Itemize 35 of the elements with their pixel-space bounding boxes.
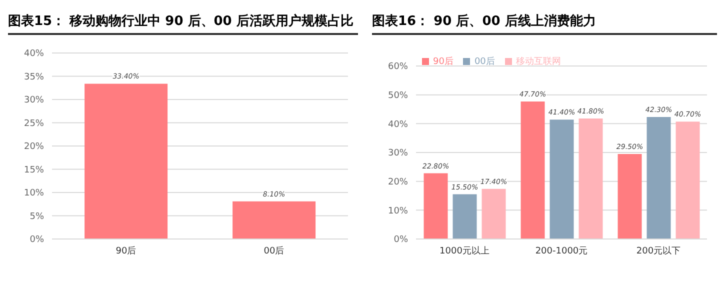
x-tick-label: 90后: [116, 245, 136, 256]
x-tick-label: 1000元以上: [440, 245, 490, 256]
y-tick-label: 15%: [24, 165, 44, 176]
chart-title: 图表16： 90 后、00 后线上消费能力: [372, 8, 717, 35]
bar: [452, 194, 477, 239]
y-tick-label: 30%: [388, 148, 408, 159]
legend-label: 00后: [474, 57, 495, 67]
y-tick-label: 40%: [24, 49, 44, 60]
legend-label: 移动互联网: [516, 57, 561, 67]
y-tick-label: 20%: [388, 178, 408, 188]
y-tick-label: 10%: [388, 206, 408, 216]
bar: [520, 101, 545, 239]
bar: [676, 122, 700, 239]
legend-label: 90后: [433, 57, 454, 67]
bar: [482, 188, 506, 239]
y-tick-label: 5%: [30, 212, 44, 222]
chart-title: 图表15： 移动购物行业中 90 后、00 后活跃用户规模占比: [8, 8, 358, 35]
bar: [550, 120, 574, 239]
y-tick-label: 50%: [388, 91, 408, 102]
bar: [618, 154, 642, 239]
bar: [424, 173, 448, 239]
y-tick-label: 20%: [24, 142, 44, 152]
x-tick-label: 00后: [264, 245, 284, 256]
y-tick-label: 60%: [388, 62, 408, 72]
bar: [578, 118, 603, 239]
y-tick-label: 0%: [394, 235, 408, 246]
x-tick-label: 200元以下: [636, 245, 681, 256]
x-tick-label: 200-1000元: [535, 245, 588, 256]
y-tick-label: 40%: [388, 120, 408, 130]
y-tick-label: 30%: [24, 96, 44, 106]
y-tick-label: 35%: [24, 72, 44, 82]
y-tick-label: 25%: [24, 118, 44, 129]
bar: [646, 117, 671, 239]
y-tick-label: 10%: [24, 188, 44, 199]
y-tick-label: 0%: [30, 235, 44, 246]
